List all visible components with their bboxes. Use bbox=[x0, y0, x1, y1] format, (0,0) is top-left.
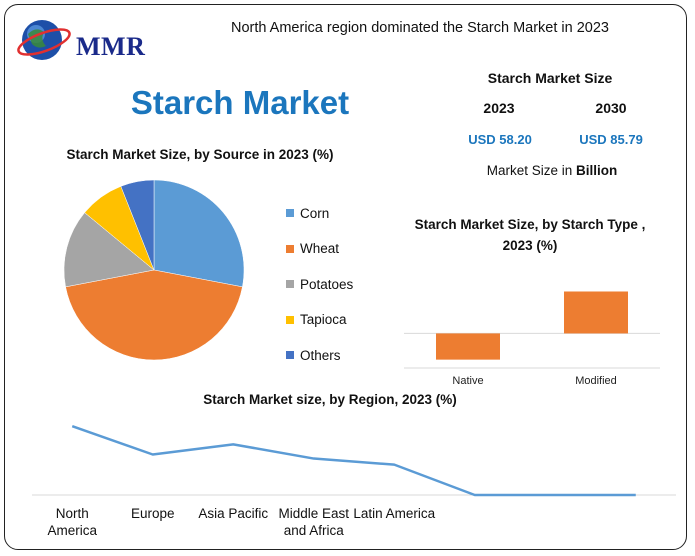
headline: North America region dominated the Starc… bbox=[230, 20, 609, 36]
legend-swatch bbox=[286, 315, 294, 324]
region-line-chart: North America Europe Asia Pacific Middle Eas… bbox=[32, 424, 676, 538]
year-end: 2030 bbox=[595, 100, 627, 116]
bar-chart-title: Starch Market Size, by Starch Type , 202… bbox=[414, 217, 646, 253]
legend-label: Wheat bbox=[300, 241, 340, 256]
year-start: 2023 bbox=[483, 100, 515, 116]
legend-label: Others bbox=[300, 347, 341, 363]
value-end: USD 85.79 bbox=[579, 132, 643, 147]
line-tick-label: Middle East and Africa bbox=[278, 506, 349, 538]
line-tick-label: Latin America bbox=[353, 506, 435, 521]
legend-swatch bbox=[286, 280, 294, 288]
value-start: USD 58.20 bbox=[468, 132, 532, 147]
legend-swatch bbox=[286, 209, 294, 217]
pie-slice-wheat bbox=[65, 269, 243, 361]
pie-chart-title: Starch Market Size, by Source in 2023 (%… bbox=[66, 147, 334, 162]
legend-item-potatoes: Potatoes bbox=[286, 275, 353, 293]
legend-item-others: Others bbox=[286, 346, 341, 364]
legend-swatch bbox=[286, 244, 294, 253]
line-tick-label: Europe bbox=[131, 506, 175, 521]
source-pie-chart bbox=[63, 179, 245, 361]
line-tick-label: Asia Pacific bbox=[198, 506, 268, 521]
starch-type-bar-chart: Native Modified bbox=[404, 291, 660, 387]
market-size-unit: Market Size in Billion bbox=[440, 163, 664, 178]
pie-slice-potatoes bbox=[63, 212, 155, 288]
line-tick-label: North America bbox=[47, 506, 97, 538]
pie-slice-corn bbox=[153, 179, 245, 288]
legend-item-tapioca: Tapioca bbox=[286, 311, 347, 329]
unit-prefix: Market Size in bbox=[486, 163, 573, 178]
region-series-line bbox=[71, 424, 636, 497]
legend-item-corn: Corn bbox=[286, 204, 329, 222]
page-title: Starch Market bbox=[130, 84, 350, 121]
logo-text: MMR bbox=[76, 32, 146, 61]
market-size-title: Starch Market Size bbox=[487, 70, 613, 86]
bar-tick-label: Native bbox=[452, 375, 483, 387]
bar-tick-label: Modified bbox=[575, 375, 617, 387]
bar-modified bbox=[564, 291, 628, 334]
legend-label: Potatoes bbox=[300, 276, 354, 292]
pie-slice-others bbox=[120, 179, 155, 271]
globe-icon bbox=[17, 20, 71, 60]
legend-label: Corn bbox=[300, 205, 330, 221]
line-chart-title: Starch Market size, by Region, 2023 (%) bbox=[203, 392, 457, 407]
legend-item-wheat: Wheat bbox=[286, 240, 339, 258]
unit-bold: Billion bbox=[576, 163, 618, 178]
legend-label: Tapioca bbox=[300, 312, 347, 327]
bar-native bbox=[436, 333, 500, 360]
legend-swatch bbox=[286, 351, 294, 359]
mmr-logo: MMR bbox=[14, 12, 146, 72]
